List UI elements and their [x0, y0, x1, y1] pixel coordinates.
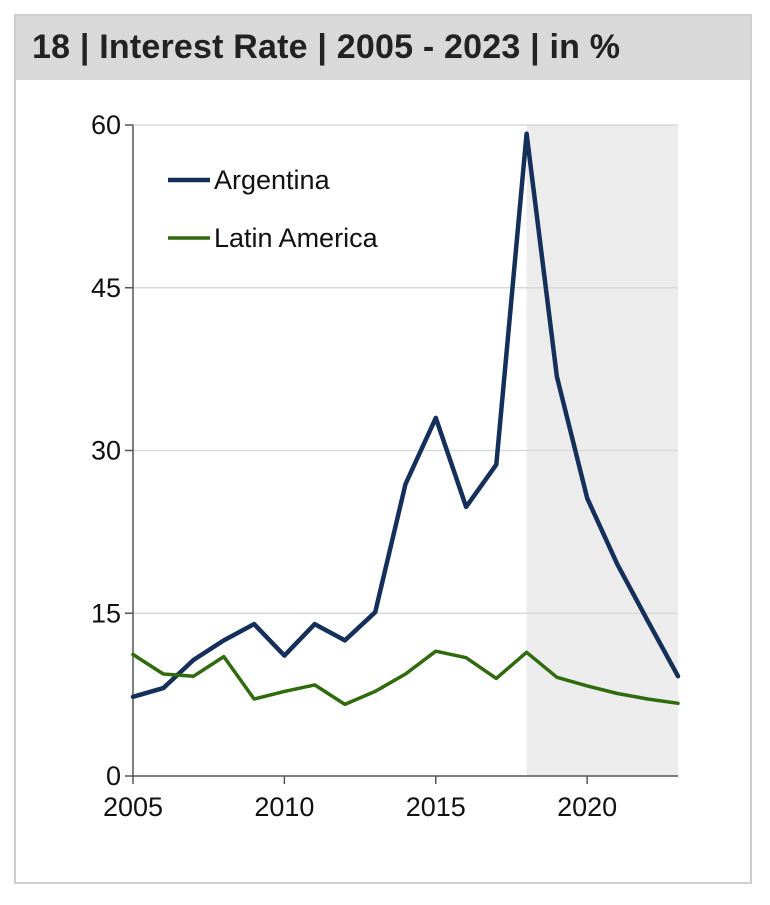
y-tick-label: 15	[91, 598, 121, 628]
chart-title: 18 | Interest Rate | 2005 - 2023 | in %	[32, 28, 621, 66]
y-tick-label: 60	[91, 110, 121, 140]
y-tick-label: 45	[91, 273, 121, 303]
y-tick-label: 0	[106, 761, 121, 791]
series-line-argentina	[130, 131, 681, 700]
y-tick-label: 30	[91, 436, 121, 466]
legend-label: Latin America	[214, 223, 379, 253]
x-tick-label: 2015	[406, 792, 466, 822]
series-line-latin-america	[131, 649, 680, 707]
x-tick-label: 2020	[557, 792, 617, 822]
legend-label: Argentina	[214, 165, 331, 195]
x-tick-label: 2010	[254, 792, 314, 822]
chart-header: 18 | Interest Rate | 2005 - 2023 | in %	[16, 16, 750, 80]
x-tick-label: 2005	[103, 792, 163, 822]
